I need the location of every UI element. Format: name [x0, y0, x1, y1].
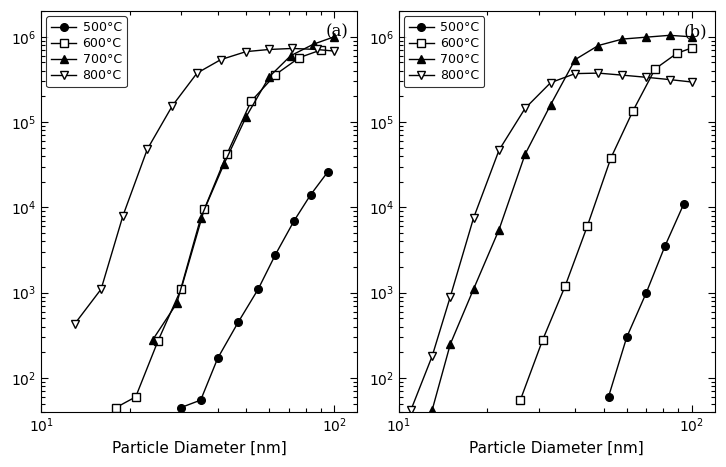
600°C — [131, 394, 140, 400]
600°C — [223, 151, 232, 157]
600°C — [317, 47, 325, 53]
700°C — [286, 53, 295, 58]
600°C — [539, 337, 547, 343]
500°C — [196, 397, 205, 403]
700°C — [642, 35, 650, 40]
500°C — [661, 243, 669, 249]
800°C — [168, 103, 176, 109]
500°C — [680, 201, 688, 206]
800°C — [288, 46, 297, 51]
800°C — [446, 294, 454, 299]
700°C — [148, 337, 157, 343]
700°C — [618, 36, 627, 42]
Legend: 500°C, 600°C, 700°C, 800°C: 500°C, 600°C, 700°C, 800°C — [404, 16, 484, 87]
700°C — [594, 42, 603, 48]
600°C — [607, 155, 616, 161]
500°C — [290, 218, 298, 223]
Line: 700°C: 700°C — [428, 31, 696, 414]
800°C — [642, 75, 650, 80]
500°C — [234, 319, 242, 325]
600°C — [561, 283, 570, 289]
800°C — [618, 72, 627, 78]
800°C — [242, 49, 250, 55]
700°C — [242, 114, 250, 120]
700°C — [546, 102, 555, 107]
X-axis label: Particle Diameter [nm]: Particle Diameter [nm] — [470, 441, 644, 456]
700°C — [688, 34, 696, 40]
500°C — [323, 169, 332, 175]
800°C — [469, 215, 478, 221]
800°C — [521, 106, 529, 111]
Line: 800°C: 800°C — [407, 69, 696, 414]
600°C — [176, 286, 185, 292]
600°C — [516, 397, 525, 403]
700°C — [521, 151, 529, 157]
800°C — [571, 71, 579, 77]
Text: (b): (b) — [683, 23, 707, 40]
500°C — [176, 405, 185, 410]
600°C — [247, 99, 256, 104]
700°C — [428, 407, 436, 413]
500°C — [604, 394, 613, 400]
Line: 600°C: 600°C — [113, 46, 325, 411]
800°C — [428, 354, 436, 359]
600°C — [672, 50, 681, 56]
500°C — [622, 334, 631, 340]
600°C — [271, 72, 280, 78]
500°C — [642, 290, 650, 296]
700°C — [265, 74, 274, 79]
700°C — [219, 162, 228, 167]
Line: 600°C: 600°C — [516, 44, 696, 404]
800°C — [688, 79, 696, 85]
800°C — [143, 147, 152, 152]
500°C — [254, 286, 263, 292]
800°C — [594, 71, 603, 76]
Legend: 500°C, 600°C, 700°C, 800°C: 500°C, 600°C, 700°C, 800°C — [46, 16, 127, 87]
Line: 700°C: 700°C — [149, 33, 338, 344]
X-axis label: Particle Diameter [nm]: Particle Diameter [nm] — [112, 441, 287, 456]
600°C — [112, 405, 121, 410]
700°C — [309, 42, 318, 47]
800°C — [546, 80, 555, 85]
800°C — [192, 71, 201, 76]
700°C — [172, 300, 181, 306]
700°C — [494, 226, 503, 232]
Line: 500°C: 500°C — [605, 200, 688, 401]
600°C — [688, 45, 696, 51]
Line: 500°C: 500°C — [177, 168, 332, 411]
800°C — [330, 48, 338, 54]
600°C — [629, 108, 637, 114]
800°C — [665, 77, 674, 82]
Line: 800°C: 800°C — [71, 45, 338, 328]
800°C — [216, 57, 225, 63]
800°C — [70, 321, 79, 327]
600°C — [295, 55, 303, 60]
800°C — [97, 286, 105, 292]
800°C — [265, 47, 274, 52]
800°C — [407, 407, 415, 413]
500°C — [271, 252, 280, 257]
500°C — [306, 192, 315, 198]
800°C — [118, 213, 127, 219]
Text: (a): (a) — [326, 23, 348, 40]
700°C — [446, 341, 454, 347]
800°C — [312, 47, 321, 52]
700°C — [571, 57, 579, 63]
600°C — [200, 206, 208, 212]
600°C — [650, 66, 659, 72]
700°C — [665, 33, 674, 38]
700°C — [330, 34, 338, 40]
800°C — [494, 147, 503, 153]
700°C — [469, 286, 478, 292]
600°C — [583, 224, 592, 229]
700°C — [196, 215, 205, 221]
600°C — [153, 338, 162, 344]
500°C — [213, 355, 222, 361]
